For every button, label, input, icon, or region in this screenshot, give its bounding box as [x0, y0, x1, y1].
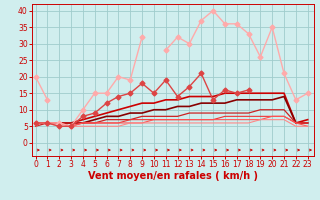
X-axis label: Vent moyen/en rafales ( km/h ): Vent moyen/en rafales ( km/h )	[88, 171, 258, 181]
